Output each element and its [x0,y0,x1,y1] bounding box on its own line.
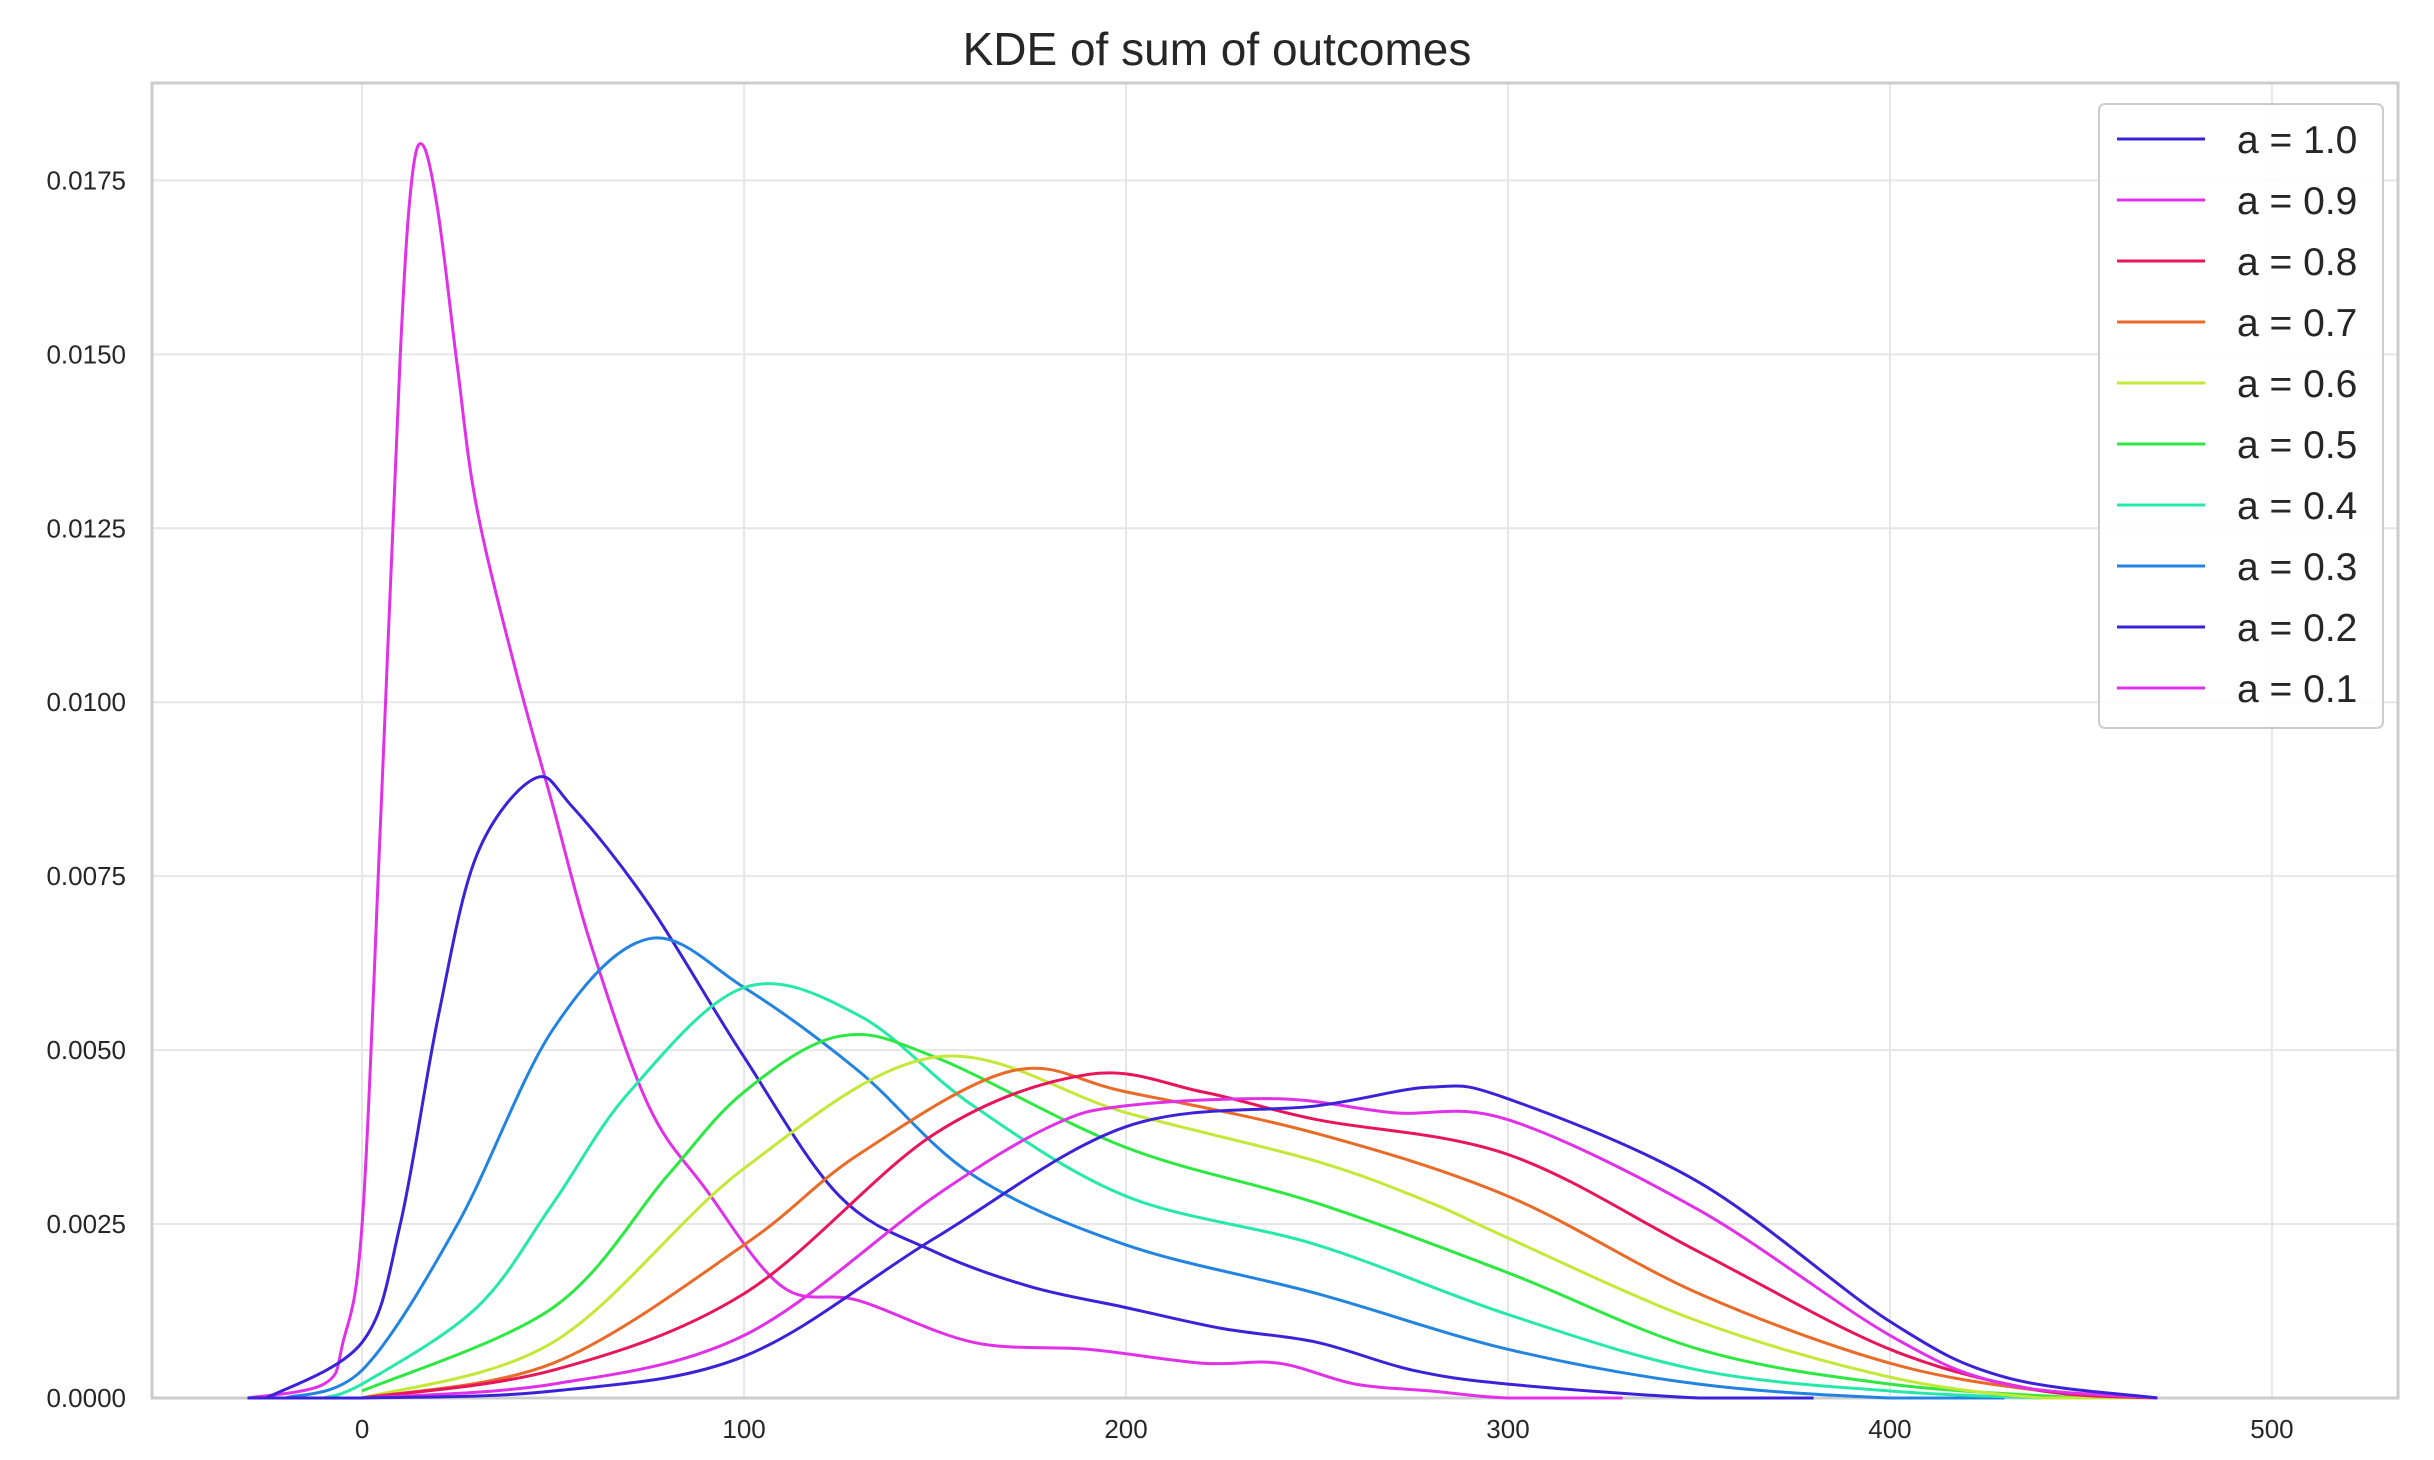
legend-entry-label: a = 0.4 [2237,485,2357,528]
x-tick-label: 400 [1868,1414,1911,1444]
x-tick-label: 0 [355,1414,369,1444]
plot-frame [150,81,2400,1400]
series-line-a-0-8 [361,1071,2158,1400]
y-tick-label: 0.0025 [46,1209,126,1239]
legend-entry-label: a = 1.0 [2237,119,2357,162]
y-tick-label: 0.0150 [46,339,126,369]
y-tick-label: 0.0100 [46,687,126,717]
series-layer [247,142,2158,1400]
series-line-a-0-9 [361,1097,2158,1400]
legend-entry-label: a = 0.1 [2237,668,2357,711]
legend-entry-label: a = 0.7 [2237,302,2357,345]
y-tick-label: 0.0175 [46,165,126,195]
y-tick-label: 0.0000 [46,1383,126,1413]
x-tick-label: 300 [1486,1414,1529,1444]
legend-entry-label: a = 0.6 [2237,363,2357,406]
grid-layer [152,83,2398,1399]
series-line-a-0-7 [361,1066,2158,1400]
series-line-a-0-3 [285,936,2005,1400]
y-tick-label: 0.0075 [46,861,126,891]
y-tick-label: 0.0125 [46,513,126,543]
y-axis: 0.0000 0.0025 0.0050 0.0075 0.0100 0.0125 0.01… [46,165,126,1413]
y-tick-label: 0.0050 [46,1035,126,1065]
series-line-a-0-4 [323,982,2043,1400]
legend: a = 1.0 a = 0.9 a = 0.8 a = 0.7 a = 0.6 a = 0… [2098,103,2384,729]
legend-entry-label: a = 0.8 [2237,241,2357,284]
x-axis: 0 100 200 300 400 500 [355,1414,2294,1444]
x-tick-label: 500 [2250,1414,2293,1444]
legend-entry-label: a = 0.5 [2237,424,2357,467]
legend-entry-label: a = 0.2 [2237,607,2357,650]
legend-entry-label: a = 0.9 [2237,180,2357,223]
chart-title: KDE of sum of outcomes [962,23,1472,75]
x-tick-label: 200 [1104,1414,1147,1444]
series-line-a-0-1 [247,142,1623,1400]
series-line-a-0-6 [361,1054,2158,1400]
legend-entry-label: a = 0.3 [2237,546,2357,589]
series-line-a-0-2 [265,775,1814,1400]
x-tick-label: 100 [722,1414,765,1444]
series-line-a-1-0 [247,1084,2158,1400]
